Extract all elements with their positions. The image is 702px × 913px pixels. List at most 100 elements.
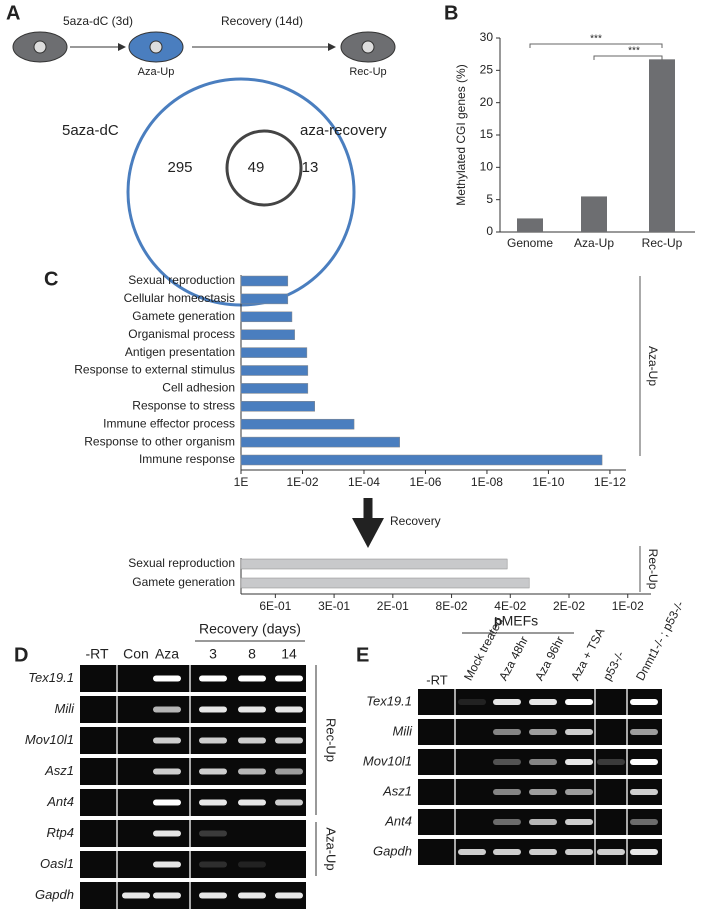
bar bbox=[240, 329, 295, 340]
gel-strip bbox=[80, 665, 306, 692]
group-label: Aza-Up bbox=[324, 827, 339, 870]
gel-band bbox=[493, 699, 521, 705]
lane-label: Aza 96hr bbox=[532, 634, 567, 683]
bar bbox=[240, 436, 400, 448]
gel-band bbox=[122, 892, 150, 899]
gel-band bbox=[199, 799, 227, 806]
x-tick-label: 3E-01 bbox=[318, 599, 350, 613]
gene-label: Tex19.1 bbox=[366, 693, 412, 708]
gel-band bbox=[565, 819, 593, 825]
x-tick-label: 8E-02 bbox=[436, 599, 468, 613]
gel-band bbox=[493, 759, 521, 765]
group-label: pMEFs bbox=[494, 613, 538, 629]
gel-band bbox=[529, 759, 557, 765]
lane-label: Con bbox=[123, 646, 149, 662]
gel-band bbox=[529, 699, 557, 705]
category-label: Gamete generation bbox=[132, 575, 235, 589]
lane-label: Aza bbox=[155, 646, 179, 662]
gel-band bbox=[529, 729, 557, 735]
gel-band bbox=[153, 706, 181, 713]
gel-band bbox=[238, 675, 266, 682]
gel-band bbox=[493, 819, 521, 825]
gel-band bbox=[275, 768, 303, 775]
panel-label: E bbox=[356, 644, 369, 666]
gene-label: Asz1 bbox=[44, 763, 74, 778]
bar bbox=[240, 347, 308, 358]
significance-label: *** bbox=[590, 34, 602, 45]
gel-strip bbox=[80, 789, 306, 816]
gel-band bbox=[458, 849, 486, 855]
recovery-label: Recovery (days) bbox=[199, 621, 301, 637]
gel-band bbox=[597, 759, 625, 765]
arrow-label: Recovery bbox=[390, 514, 441, 528]
category-label: Response to other organism bbox=[84, 434, 235, 448]
gel-strip bbox=[80, 820, 306, 847]
significance-bracket bbox=[529, 43, 663, 48]
gene-label: Ant4 bbox=[46, 794, 74, 809]
gene-label: Gapdh bbox=[35, 887, 74, 902]
gel-band bbox=[275, 706, 303, 713]
x-tick-label: 1E-02 bbox=[612, 599, 644, 613]
gel-band bbox=[199, 861, 227, 868]
bar bbox=[240, 454, 603, 466]
gel-strip bbox=[80, 851, 306, 878]
gel-band bbox=[199, 768, 227, 775]
category-label: Response to stress bbox=[132, 398, 235, 412]
gel-band bbox=[238, 861, 266, 868]
gel-strip bbox=[80, 882, 306, 909]
category-label: Organismal process bbox=[128, 327, 235, 341]
gel-band bbox=[630, 759, 658, 765]
gel-band bbox=[153, 799, 181, 806]
bar bbox=[240, 365, 309, 376]
gel-band bbox=[199, 675, 227, 682]
significance-label: *** bbox=[628, 46, 640, 57]
x-tick-label: Rec-Up bbox=[642, 236, 683, 250]
panel-label: C bbox=[44, 268, 58, 290]
lane-label: Aza 48hr bbox=[496, 634, 531, 683]
x-tick-label: 2E-02 bbox=[553, 599, 585, 613]
lane-label: 8 bbox=[248, 646, 256, 662]
venn-label: 5aza-dC bbox=[62, 122, 119, 139]
bar bbox=[240, 577, 530, 589]
gel-band bbox=[153, 768, 181, 775]
nucleus bbox=[33, 40, 47, 54]
nucleus bbox=[361, 40, 375, 54]
gel-band bbox=[275, 892, 303, 899]
gene-label: Asz1 bbox=[382, 783, 412, 798]
panel-label: B bbox=[444, 2, 458, 24]
gene-label: Rtp4 bbox=[47, 825, 74, 840]
x-tick-label: Genome bbox=[507, 236, 553, 250]
gene-label: Mili bbox=[393, 723, 414, 738]
gel-band bbox=[597, 849, 625, 855]
bar bbox=[240, 383, 309, 394]
x-tick-label: 1E-08 bbox=[471, 475, 503, 489]
gene-label: Mov10l1 bbox=[363, 753, 412, 768]
category-label: Immune response bbox=[139, 452, 235, 466]
gel-strip bbox=[80, 696, 306, 723]
gene-label: Ant4 bbox=[384, 813, 412, 828]
bar bbox=[240, 418, 355, 430]
gel-band bbox=[275, 737, 303, 744]
gel-band bbox=[630, 819, 658, 825]
gel-band bbox=[153, 675, 181, 682]
bar bbox=[517, 218, 543, 232]
gel-band bbox=[529, 789, 557, 795]
y-tick-label: 10 bbox=[480, 160, 494, 174]
bar bbox=[240, 311, 293, 323]
bar bbox=[581, 196, 607, 232]
x-tick-label: 4E-02 bbox=[494, 599, 526, 613]
venn-count: 49 bbox=[248, 159, 265, 176]
bar bbox=[649, 59, 675, 233]
gel-band bbox=[630, 729, 658, 735]
gel-band bbox=[493, 849, 521, 855]
gel-band bbox=[238, 799, 266, 806]
step-label: Recovery (14d) bbox=[221, 14, 303, 28]
category-label: Cellular homeostasis bbox=[124, 291, 235, 305]
category-label: Response to external stimulus bbox=[74, 363, 235, 377]
gel-band bbox=[238, 768, 266, 775]
gel-band bbox=[630, 849, 658, 855]
x-tick-label: 1E-10 bbox=[532, 475, 564, 489]
gene-label: Gapdh bbox=[373, 843, 412, 858]
gel-band bbox=[153, 861, 181, 868]
